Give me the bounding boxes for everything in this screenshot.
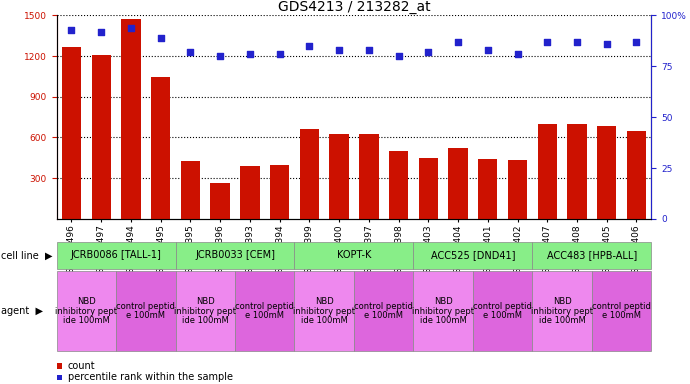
Bar bbox=[121, 20, 141, 219]
Point bbox=[482, 47, 493, 53]
Text: control peptid
e 100mM: control peptid e 100mM bbox=[473, 302, 532, 320]
Title: GDS4213 / 213282_at: GDS4213 / 213282_at bbox=[277, 0, 431, 14]
Text: control peptid
e 100mM: control peptid e 100mM bbox=[354, 302, 413, 320]
Text: count: count bbox=[68, 361, 95, 371]
Point bbox=[215, 53, 226, 59]
Point bbox=[571, 39, 582, 45]
Bar bbox=[92, 55, 111, 219]
Bar bbox=[419, 158, 438, 219]
Bar bbox=[597, 126, 616, 219]
Bar bbox=[627, 131, 646, 219]
Point bbox=[244, 51, 255, 57]
Text: JCRB0086 [TALL-1]: JCRB0086 [TALL-1] bbox=[70, 250, 161, 260]
Bar bbox=[567, 124, 586, 219]
Point bbox=[274, 51, 285, 57]
Text: KOPT-K: KOPT-K bbox=[337, 250, 371, 260]
Text: control peptid
e 100mM: control peptid e 100mM bbox=[592, 302, 651, 320]
Point bbox=[393, 53, 404, 59]
Point bbox=[601, 41, 612, 47]
Bar bbox=[62, 47, 81, 219]
Point bbox=[304, 43, 315, 49]
Bar bbox=[448, 148, 468, 219]
Text: NBD
inhibitory pept
ide 100mM: NBD inhibitory pept ide 100mM bbox=[531, 297, 593, 325]
Bar bbox=[151, 77, 170, 219]
Point bbox=[453, 39, 464, 45]
Bar bbox=[389, 151, 408, 219]
Point bbox=[66, 26, 77, 33]
Point bbox=[96, 28, 107, 35]
Point bbox=[631, 39, 642, 45]
Bar bbox=[240, 166, 259, 219]
Point bbox=[542, 39, 553, 45]
Point bbox=[126, 25, 137, 31]
Text: percentile rank within the sample: percentile rank within the sample bbox=[68, 372, 233, 382]
Bar bbox=[329, 134, 348, 219]
Point bbox=[423, 49, 434, 55]
Text: cell line  ▶: cell line ▶ bbox=[1, 250, 53, 260]
Text: NBD
inhibitory pept
ide 100mM: NBD inhibitory pept ide 100mM bbox=[55, 297, 117, 325]
Text: NBD
inhibitory pept
ide 100mM: NBD inhibitory pept ide 100mM bbox=[412, 297, 474, 325]
Bar bbox=[508, 160, 527, 219]
Bar bbox=[538, 124, 557, 219]
Text: agent  ▶: agent ▶ bbox=[1, 306, 43, 316]
Text: control peptid
e 100mM: control peptid e 100mM bbox=[117, 302, 175, 320]
Bar bbox=[359, 134, 379, 219]
Bar bbox=[270, 165, 289, 219]
Bar bbox=[478, 159, 497, 219]
Bar bbox=[181, 161, 200, 219]
Bar bbox=[299, 129, 319, 219]
Point bbox=[333, 47, 344, 53]
Point bbox=[155, 35, 166, 41]
Text: control peptid
e 100mM: control peptid e 100mM bbox=[235, 302, 294, 320]
Text: ACC525 [DND41]: ACC525 [DND41] bbox=[431, 250, 515, 260]
Text: NBD
inhibitory pept
ide 100mM: NBD inhibitory pept ide 100mM bbox=[293, 297, 355, 325]
Point bbox=[364, 47, 375, 53]
Point bbox=[185, 49, 196, 55]
Text: ACC483 [HPB-ALL]: ACC483 [HPB-ALL] bbox=[546, 250, 637, 260]
Text: JCRB0033 [CEM]: JCRB0033 [CEM] bbox=[195, 250, 275, 260]
Text: NBD
inhibitory pept
ide 100mM: NBD inhibitory pept ide 100mM bbox=[175, 297, 236, 325]
Bar bbox=[210, 183, 230, 219]
Point bbox=[512, 51, 523, 57]
